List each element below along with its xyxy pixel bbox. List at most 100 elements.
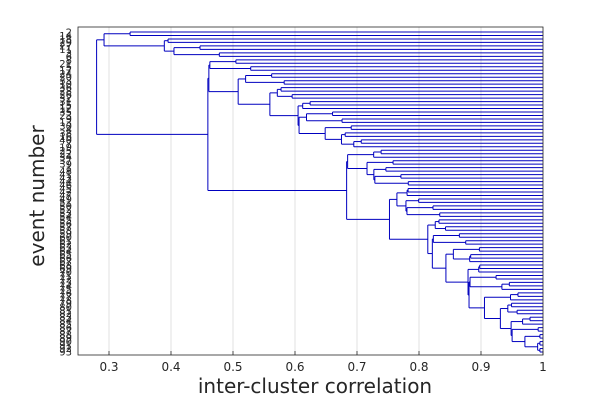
leaf-label: 17: [59, 66, 72, 77]
leaf-label: 86: [59, 323, 72, 334]
leaf-label: 30: [59, 121, 72, 132]
leaf-label: 2: [66, 28, 72, 39]
leaf-label: 35: [59, 108, 72, 119]
leaf-label: 85: [59, 320, 72, 331]
leaf-label: 63: [59, 243, 72, 254]
leaf-label: 69: [59, 264, 72, 275]
x-tick-label: 0.8: [409, 360, 428, 374]
leaf-label: 45: [59, 184, 72, 195]
leaf-label: 49: [59, 194, 72, 205]
leaf-label: 84: [59, 316, 72, 327]
leaf-label: 57: [59, 222, 72, 233]
leaf-label: 7: [66, 139, 72, 150]
leaf-label: 67: [59, 257, 72, 268]
leaf-label: 50: [59, 201, 72, 212]
leaf-label: 33: [59, 76, 72, 87]
leaf-label: 52: [59, 205, 72, 216]
leaf-label: 41: [59, 170, 72, 181]
leaf-label: 6: [66, 52, 72, 63]
leaf-label: 19: [59, 142, 72, 153]
leaf-label: 70: [59, 268, 72, 279]
leaf-label: 79: [59, 299, 72, 310]
leaf-label: 1: [66, 163, 72, 174]
leaf-label: 9: [66, 114, 72, 125]
leaf-label: 74: [59, 281, 72, 292]
leaf-label: 11: [59, 45, 72, 56]
x-axis-title: inter-cluster correlation: [198, 374, 432, 398]
leaf-label: 68: [59, 261, 72, 272]
leaf-label: 88: [59, 330, 72, 341]
leaf-label: 48: [59, 167, 72, 178]
leaf-label: 5: [66, 62, 72, 73]
leaf-label: 24: [59, 69, 72, 80]
leaf-label: 31: [59, 97, 72, 108]
x-axis-ticks: 0.3 0.4 0.5 0.6 0.7 0.8 0.9 1: [99, 351, 547, 374]
leaf-label: 51: [59, 198, 72, 209]
leaf-label: 37: [59, 156, 72, 167]
leaf-label: 36: [59, 83, 72, 94]
leaf-label: 54: [59, 212, 72, 223]
leaf-label: 73: [59, 278, 72, 289]
leaf-label: 3: [66, 48, 72, 59]
leaf-label: 55: [59, 215, 72, 226]
leaf-label: 16: [59, 132, 72, 143]
leaf-label: 61: [59, 236, 72, 247]
leaf-label: 43: [59, 174, 72, 185]
leaf-label: 15: [59, 101, 72, 112]
x-tick-label: 0.7: [347, 360, 366, 374]
x-tick-label: 0.4: [161, 360, 180, 374]
leaf-label: 25: [59, 146, 72, 157]
leaf-label: 58: [59, 226, 72, 237]
dendrogram-tree: [96, 31, 543, 353]
leaf-label: 8: [66, 55, 72, 66]
x-tick-label: 0.5: [223, 360, 242, 374]
leaf-label: 60: [59, 233, 72, 244]
leaf-label: 83: [59, 313, 72, 324]
leaf-label: 42: [59, 188, 72, 199]
leaf-label: 62: [59, 240, 72, 251]
leaf-label: 14: [59, 31, 72, 42]
leaf-label: 76: [59, 288, 72, 299]
leaf-label: 66: [59, 254, 72, 265]
leaf-label: 13: [59, 118, 72, 129]
leaf-label: 39: [59, 160, 72, 171]
leaf-label: 34: [59, 153, 72, 164]
leaf-label: 47: [59, 191, 72, 202]
plot-frame: [77, 26, 544, 356]
leaf-label: 71: [59, 271, 72, 282]
leaf-label: 12: [59, 104, 72, 115]
leaf-label: 20: [59, 73, 72, 84]
leaf-label: 22: [59, 149, 72, 160]
leaf-label: 72: [59, 274, 72, 285]
leaf-label: 29: [59, 38, 72, 49]
y-axis-title: event number: [25, 125, 49, 267]
leaf-label: 75: [59, 285, 72, 296]
leaf-label: 26: [59, 90, 72, 101]
leaf-label: 90: [59, 337, 72, 348]
leaf-label: 92: [59, 344, 72, 355]
leaf-label: 27: [59, 41, 72, 52]
leaf-label: 82: [59, 309, 72, 320]
leaf-label: 46: [59, 181, 72, 192]
leaf-label: 53: [59, 208, 72, 219]
leaf-label: 10: [59, 80, 72, 91]
leaf-label: 87: [59, 327, 72, 338]
leaf-labels: 2141829271136821517242033103628263231151…: [59, 28, 72, 359]
leaf-label: 77: [59, 292, 72, 303]
x-tick-label: 0.3: [99, 360, 118, 374]
x-tick-label: 1: [539, 360, 547, 374]
x-tick-label: 0.6: [285, 360, 304, 374]
leaf-label: 18: [59, 34, 72, 45]
leaf-label: 81: [59, 306, 72, 317]
leaf-label: 80: [59, 302, 72, 313]
x-tick-label: 0.9: [471, 360, 490, 374]
leaf-label: 93: [59, 348, 72, 359]
leaf-label: 44: [59, 177, 72, 188]
leaf-label: 78: [59, 295, 72, 306]
leaf-label: 23: [59, 111, 72, 122]
leaf-label: 21: [59, 59, 72, 70]
leaf-label: 59: [59, 229, 72, 240]
leaf-label: 32: [59, 94, 72, 105]
leaf-label: 28: [59, 87, 72, 98]
